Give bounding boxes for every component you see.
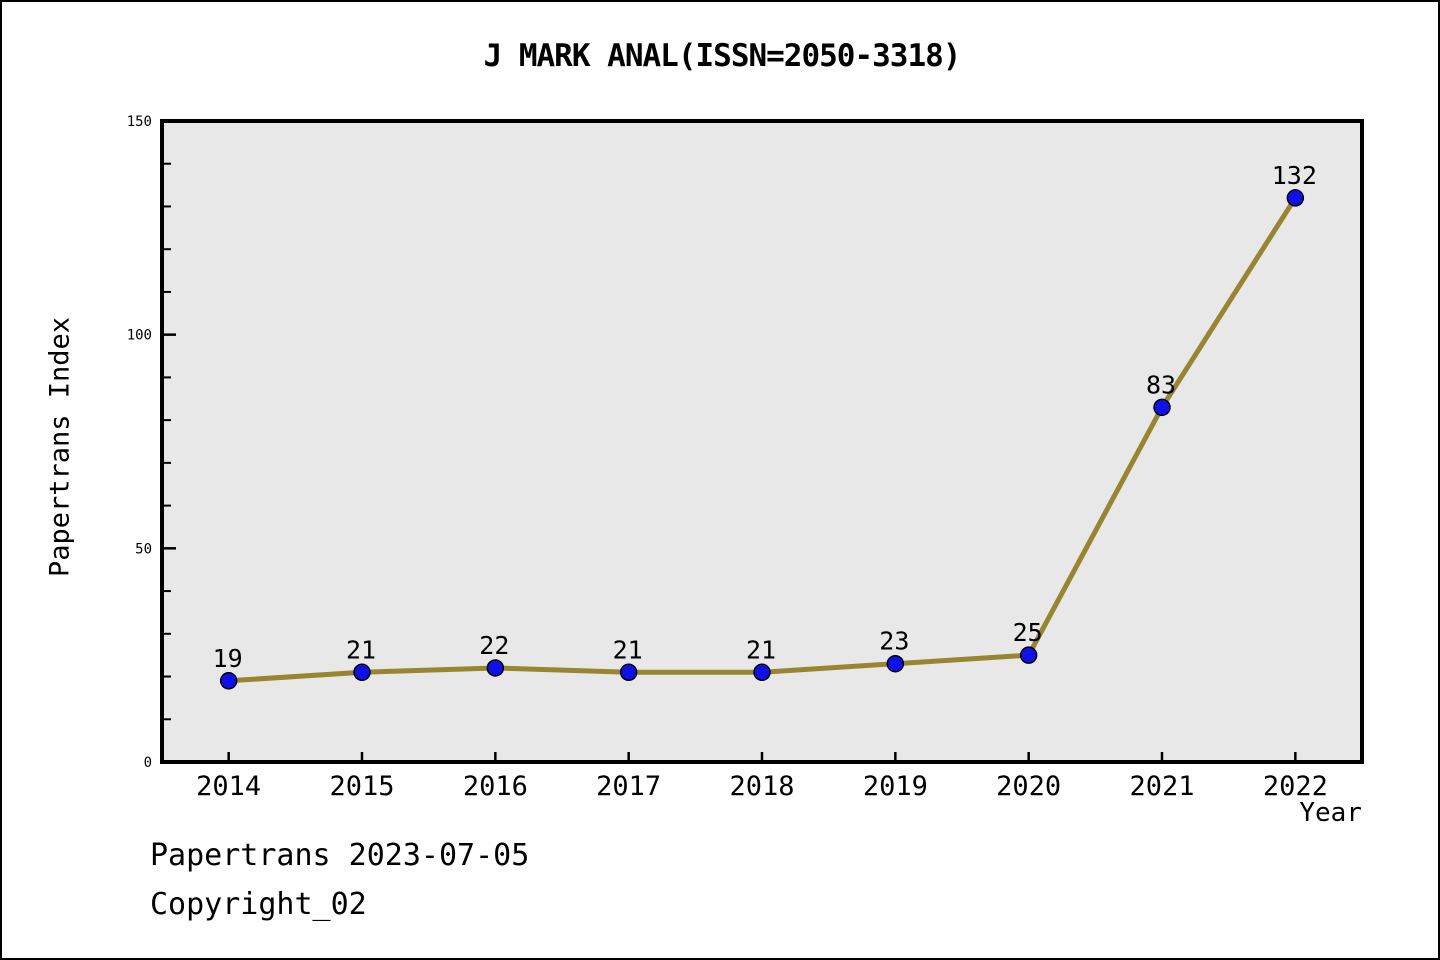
y-tick-label: 0 (144, 755, 152, 771)
x-tick-label: 2018 (729, 771, 794, 802)
data-point-value: 25 (1013, 618, 1043, 647)
data-point-value: 132 (1272, 161, 1317, 190)
data-point-value: 19 (213, 644, 243, 673)
x-tick-label: 2014 (196, 771, 261, 802)
y-tick-label: 100 (127, 328, 152, 344)
chart-title: J MARK ANAL(ISSN=2050-3318) (483, 38, 962, 74)
x-axis-label: Year (1299, 798, 1362, 828)
data-point-marker (1153, 398, 1171, 417)
x-tick-label: 2020 (996, 771, 1061, 802)
data-point-value: 83 (1146, 370, 1176, 399)
watermark-source-date: Papertrans 2023-07-05 (150, 838, 530, 873)
data-point-marker (1019, 646, 1038, 664)
data-point-marker (753, 663, 771, 682)
x-tick-label: 2021 (1129, 771, 1194, 802)
data-point-marker (353, 663, 371, 682)
data-point-marker (486, 659, 505, 677)
data-point-value: 21 (346, 635, 376, 664)
watermark-copyright: Copyright_02 (150, 887, 367, 922)
y-tick-label: 150 (127, 114, 152, 130)
x-tick-label: 2022 (1263, 771, 1328, 802)
x-tick-label: 2019 (863, 771, 928, 802)
data-point-marker (886, 654, 905, 673)
data-point-value: 22 (479, 631, 509, 660)
plot-background (162, 121, 1362, 762)
x-tick-label: 2017 (596, 771, 661, 802)
x-tick-label: 2016 (463, 771, 528, 802)
data-point-marker (219, 672, 238, 690)
y-tick-label: 50 (135, 541, 152, 557)
data-point-value: 23 (879, 627, 909, 656)
x-tick-label: 2015 (329, 771, 394, 802)
data-point-marker (619, 663, 638, 682)
plot-frame (160, 119, 1364, 764)
data-point-marker (1286, 189, 1305, 207)
data-point-value: 21 (746, 635, 776, 664)
data-point-value: 21 (613, 635, 643, 664)
